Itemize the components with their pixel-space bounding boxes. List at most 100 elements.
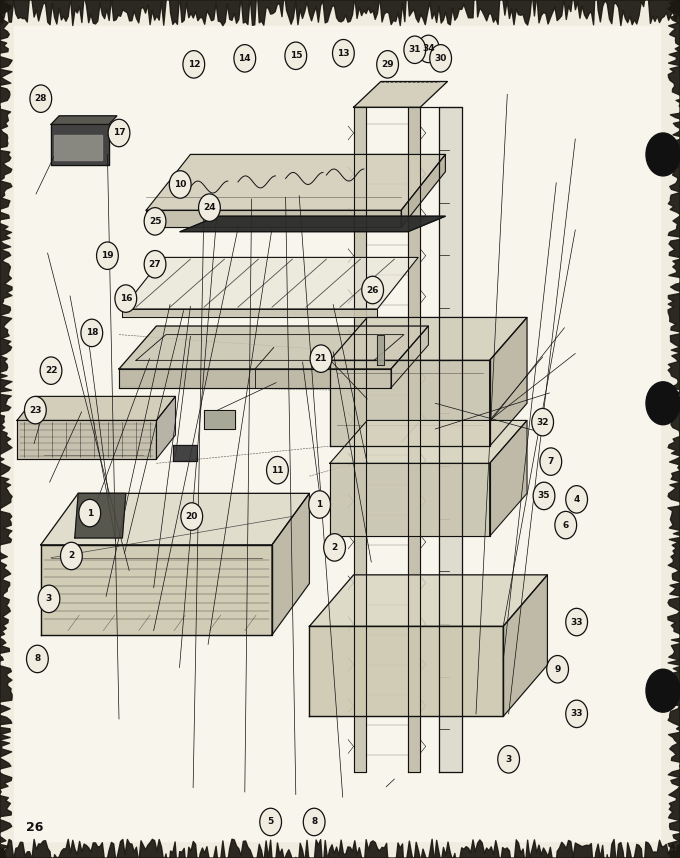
Polygon shape <box>51 124 109 165</box>
Circle shape <box>540 448 562 475</box>
Circle shape <box>303 808 325 836</box>
Polygon shape <box>51 116 117 124</box>
Polygon shape <box>41 493 309 545</box>
Polygon shape <box>490 317 527 446</box>
Circle shape <box>324 534 345 561</box>
Polygon shape <box>146 154 445 210</box>
Circle shape <box>24 396 46 424</box>
Polygon shape <box>330 463 490 536</box>
Polygon shape <box>391 326 428 388</box>
Circle shape <box>108 119 130 147</box>
Text: 18: 18 <box>86 329 98 337</box>
Text: 8: 8 <box>311 818 318 826</box>
Circle shape <box>61 542 82 570</box>
Text: 4: 4 <box>573 495 580 504</box>
Polygon shape <box>17 396 175 420</box>
Polygon shape <box>14 26 660 841</box>
Text: 2: 2 <box>331 543 338 552</box>
Text: 29: 29 <box>381 60 394 69</box>
Circle shape <box>183 51 205 78</box>
Circle shape <box>498 746 520 773</box>
Text: 15: 15 <box>290 51 302 60</box>
Polygon shape <box>439 107 462 772</box>
Text: 3: 3 <box>46 595 52 603</box>
Text: 34: 34 <box>422 45 435 53</box>
Text: 20: 20 <box>186 512 198 521</box>
Polygon shape <box>309 626 503 716</box>
Text: 33: 33 <box>571 710 583 718</box>
Circle shape <box>285 42 307 69</box>
Polygon shape <box>54 135 102 160</box>
Text: 24: 24 <box>203 203 216 212</box>
Polygon shape <box>180 216 445 232</box>
Text: 1: 1 <box>316 500 323 509</box>
Text: 13: 13 <box>337 49 350 57</box>
Text: 1: 1 <box>86 509 93 517</box>
Polygon shape <box>156 396 175 459</box>
Circle shape <box>418 35 439 63</box>
Circle shape <box>169 171 191 198</box>
Polygon shape <box>17 420 156 459</box>
Polygon shape <box>408 107 420 772</box>
Text: 25: 25 <box>149 217 161 226</box>
Circle shape <box>532 408 554 436</box>
Circle shape <box>30 85 52 112</box>
Polygon shape <box>119 369 391 388</box>
Text: 28: 28 <box>35 94 47 103</box>
Circle shape <box>260 808 282 836</box>
Circle shape <box>79 499 101 527</box>
Polygon shape <box>354 82 447 107</box>
Polygon shape <box>490 420 527 536</box>
Polygon shape <box>272 493 309 635</box>
Circle shape <box>40 357 62 384</box>
Text: 31: 31 <box>409 45 421 54</box>
Circle shape <box>199 194 220 221</box>
Polygon shape <box>173 445 197 461</box>
Circle shape <box>533 482 555 510</box>
Circle shape <box>38 585 60 613</box>
Circle shape <box>646 669 680 712</box>
Polygon shape <box>330 317 527 360</box>
Text: 32: 32 <box>537 418 549 426</box>
Text: 3: 3 <box>505 755 512 764</box>
Polygon shape <box>122 257 418 309</box>
Text: 9: 9 <box>554 665 561 674</box>
Circle shape <box>333 39 354 67</box>
Text: 33: 33 <box>571 618 583 626</box>
Circle shape <box>566 608 588 636</box>
Circle shape <box>144 208 166 235</box>
Text: 12: 12 <box>188 60 200 69</box>
Circle shape <box>404 36 426 63</box>
Polygon shape <box>75 493 126 538</box>
Text: 30: 30 <box>435 54 447 63</box>
Circle shape <box>646 133 680 176</box>
Text: 11: 11 <box>271 466 284 474</box>
Text: 5: 5 <box>267 818 274 826</box>
Circle shape <box>27 645 48 673</box>
Polygon shape <box>354 107 366 772</box>
Circle shape <box>310 345 332 372</box>
Circle shape <box>267 456 288 484</box>
Circle shape <box>234 45 256 72</box>
Text: 35: 35 <box>538 492 550 500</box>
Circle shape <box>555 511 577 539</box>
Polygon shape <box>503 575 547 716</box>
Polygon shape <box>377 335 384 365</box>
Circle shape <box>377 51 398 78</box>
Text: 19: 19 <box>101 251 114 260</box>
Circle shape <box>430 45 452 72</box>
Text: 16: 16 <box>120 294 132 303</box>
Text: 8: 8 <box>34 655 41 663</box>
Polygon shape <box>330 360 490 446</box>
Text: 26: 26 <box>367 286 379 294</box>
Polygon shape <box>204 410 235 429</box>
Text: 6: 6 <box>562 521 569 529</box>
Text: 10: 10 <box>174 180 186 189</box>
Circle shape <box>81 319 103 347</box>
Polygon shape <box>41 545 272 635</box>
Polygon shape <box>146 210 401 227</box>
Text: 14: 14 <box>239 54 251 63</box>
Text: 27: 27 <box>149 260 161 269</box>
Text: 23: 23 <box>29 406 41 414</box>
Text: 22: 22 <box>45 366 57 375</box>
